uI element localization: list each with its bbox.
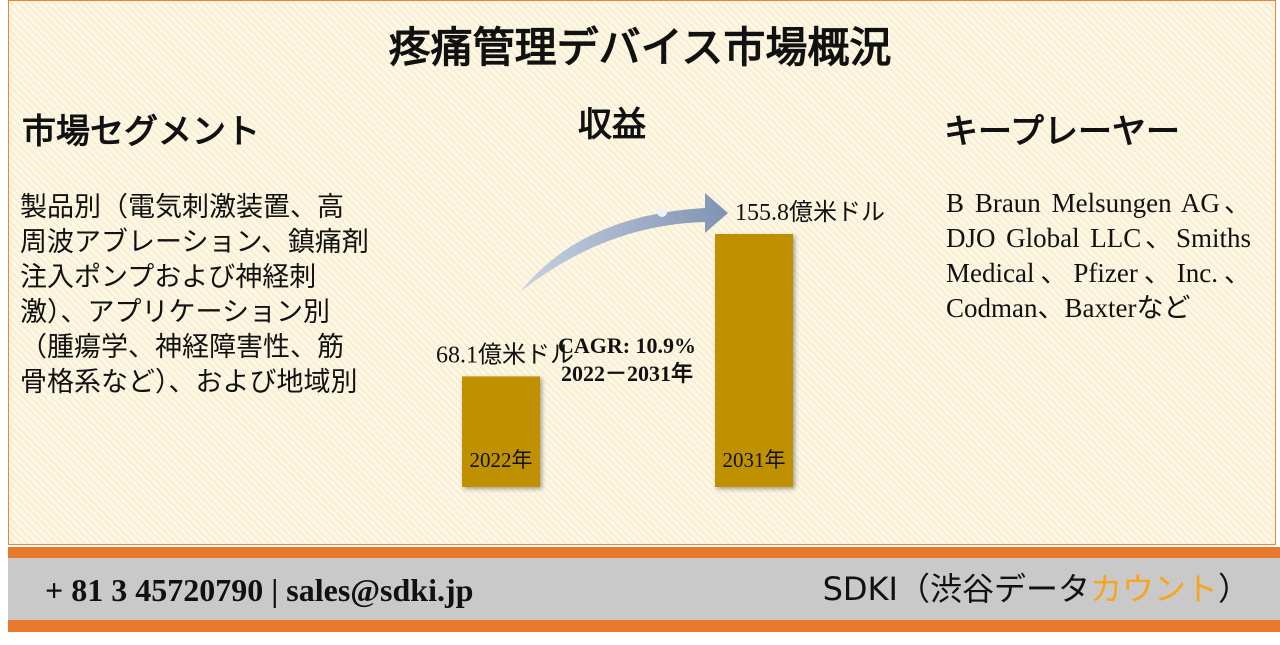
annotation: 2022－2031年: [561, 361, 693, 386]
footer-band: [8, 620, 1280, 632]
brand-text: カウント: [1089, 570, 1218, 608]
bar: [462, 376, 540, 487]
arrow-dot: [657, 207, 667, 217]
value-label: 68.1億米ドル: [436, 341, 574, 368]
brand-text: ）: [1217, 570, 1250, 608]
bar: [715, 234, 793, 487]
footer-band: [8, 547, 1280, 558]
annotation: CAGR: 10.9%: [558, 333, 696, 358]
value-label: 155.8億米ドル: [735, 199, 885, 226]
key-players-heading: キープレーヤー: [944, 114, 1180, 151]
chart-title: 収益: [578, 106, 646, 144]
brand-text: SDKI（渋谷データ: [822, 570, 1090, 608]
contact: + 81 3 45720790 | sales@sdki.jp: [45, 572, 474, 608]
main-panel: [8, 0, 1276, 545]
footer-bar: [8, 558, 1280, 620]
segments-text: 製品別（電気刺激装置、高周波アブレーション、鎮痛剤注入ポンプおよび神経刺激）、ア…: [20, 192, 369, 397]
brand: SDKI（渋谷データカウント）: [823, 564, 1250, 610]
growth-arrow: [520, 193, 728, 292]
category-label: 2031年: [723, 448, 786, 472]
category-label: 2022年: [470, 448, 533, 472]
key-players-text: B Braun Melsungen AG、DJO Global LLC、Smit…: [946, 188, 1251, 323]
segments-heading: 市場セグメント: [22, 114, 260, 151]
title: 疼痛管理デバイス市場概況: [388, 26, 892, 72]
revenue-chart: 収益 CAGR: 10.9% 2022－2031年 68.1億米ドル 2022年 1…: [436, 106, 885, 487]
